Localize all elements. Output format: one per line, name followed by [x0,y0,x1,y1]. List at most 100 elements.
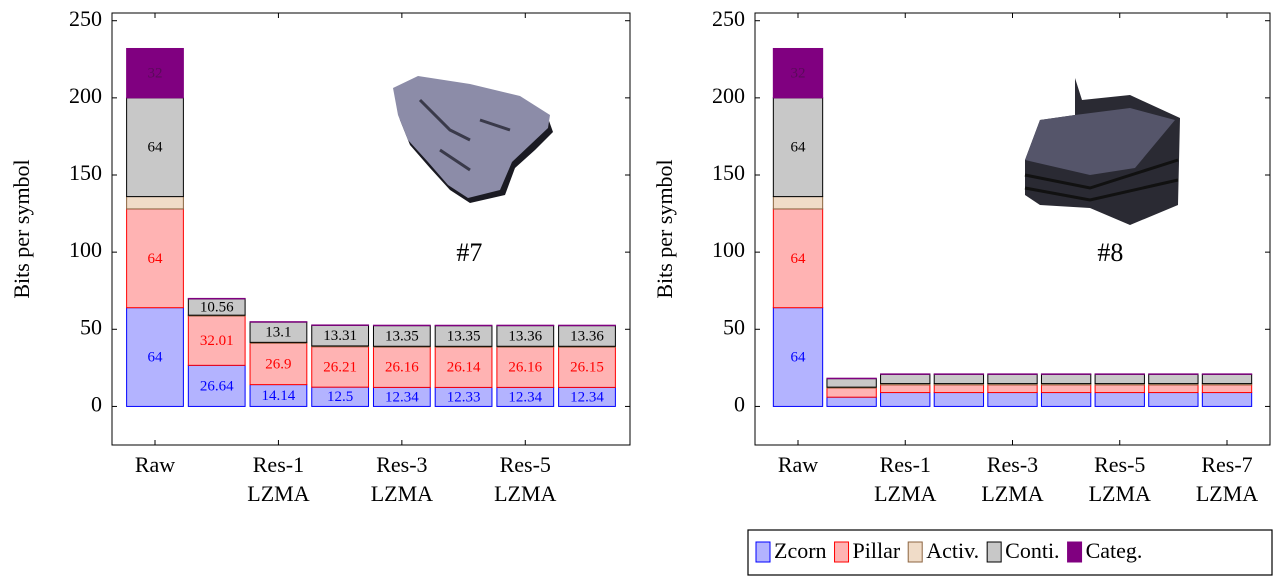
data-label: 64 [148,251,164,267]
x-tick-label: Res-3 [987,452,1038,477]
data-label: 26.21 [323,359,357,375]
x-tick-label: LZMA [371,481,433,506]
bar-segment [987,392,1038,407]
data-label: 32 [148,66,163,82]
bar-segment [880,392,931,407]
bar-segment [187,364,246,407]
data-label: 26.14 [447,360,481,376]
bar-segment [1201,373,1253,385]
data-label: 64 [148,140,164,156]
y-tick-label: 0 [91,391,102,416]
bar-segment [126,307,184,407]
x-tick-label: LZMA [247,481,309,506]
bar-segment [1148,373,1199,385]
x-tick-label: Res-3 [376,452,427,477]
bar-segment [826,387,877,398]
data-label: 13.31 [323,328,357,344]
data-label: 64 [791,140,807,156]
bar-segment [772,47,824,99]
data-label: 12.5 [327,389,353,405]
x-tick-label: LZMA [1196,481,1258,506]
bar-segment [1094,373,1145,385]
legend-label: Activ. [926,538,979,563]
x-tick-label: Res-7 [1201,452,1252,477]
x-tick-label: Raw [778,452,818,477]
bar-segment [880,384,931,394]
data-label: 64 [148,349,164,365]
legend-label: Zcorn [774,538,827,563]
x-tick-label: LZMA [494,481,556,506]
bar-segment [126,196,184,210]
data-label: 10.56 [200,299,234,315]
data-label: 12.33 [447,389,481,405]
data-label: 13.36 [570,328,604,344]
bar-segment [249,342,308,386]
data-label: 64 [791,251,807,267]
bar-segment [772,196,824,210]
data-label: 12.34 [385,389,419,405]
bar-segment [826,378,877,388]
bar-segment [1201,392,1253,407]
bar-segment [987,384,1038,394]
x-tick-label: LZMA [981,481,1043,506]
legend-label: Pillar [853,538,901,563]
data-label: 26.16 [508,360,542,376]
data-label: 13.1 [265,325,291,341]
y-tick-label: 0 [734,391,745,416]
y-tick-label: 100 [69,237,102,262]
data-label: 26.16 [385,360,419,376]
bar-segment [772,307,824,407]
legend-swatch [1067,541,1083,563]
x-tick-label: Res-5 [500,452,551,477]
data-label: 64 [791,349,807,365]
y-tick-label: 50 [723,314,745,339]
data-label: 32.01 [200,333,234,349]
bar-segment [126,47,184,99]
legend-swatch [834,541,850,563]
x-tick-label: Res-1 [253,452,304,477]
bar-segment [880,373,931,385]
bar-segment [987,373,1038,385]
annotation: #8 [1097,238,1123,267]
x-tick-label: LZMA [1089,481,1151,506]
y-tick-label: 250 [69,6,102,31]
bar-segment [1040,392,1092,407]
x-tick-label: Res-1 [880,452,931,477]
bar-segment [126,208,184,309]
bar-segment [826,396,877,407]
legend-label: Categ. [1086,538,1143,563]
bar-segment [1094,384,1145,394]
bar-segment [1148,384,1199,394]
data-label: 12.34 [570,389,604,405]
render-7 [393,76,553,203]
x-tick-label: LZMA [874,481,936,506]
bar-segment [187,315,246,366]
bar-segment [933,392,985,407]
data-label: 13.36 [508,328,542,344]
legend-label: Conti. [1005,538,1059,563]
annotation: #7 [456,238,482,267]
y-tick-label: 200 [712,83,745,108]
x-tick-label: Raw [135,452,175,477]
y-tick-label: 50 [80,314,102,339]
data-label: 12.34 [508,389,542,405]
x-tick-label: Res-5 [1094,452,1145,477]
bar-segment [558,346,616,388]
y-axis-label: Bits per symbol [9,159,34,298]
bar-segment [1040,373,1092,385]
data-label: 13.35 [447,328,481,344]
bar-segment [1040,384,1092,394]
y-axis-label: Bits per symbol [652,159,677,298]
bar-segment [1148,392,1199,407]
data-label: 26.15 [570,360,604,376]
y-tick-label: 200 [69,83,102,108]
bar-segment [1201,384,1253,394]
render-8 [1024,78,1180,225]
y-tick-label: 250 [712,6,745,31]
bar-segment [126,97,184,198]
bar-segment [311,346,370,388]
bar-segment [933,384,985,394]
data-label: 32 [791,66,806,82]
legend-swatch [755,541,771,563]
